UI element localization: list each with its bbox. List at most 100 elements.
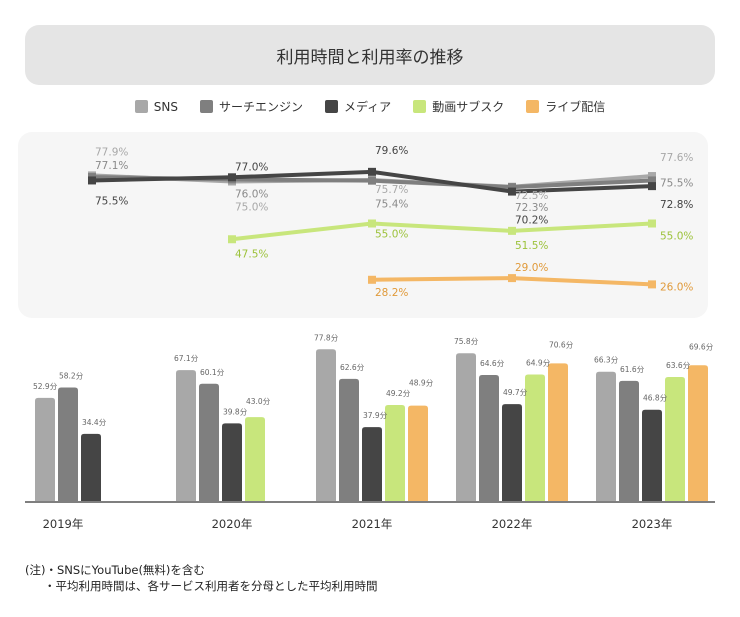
x-tick-label: 2019年 <box>43 517 84 531</box>
bar <box>619 380 639 501</box>
bar-data-label: 39.8分 <box>223 407 248 416</box>
line-data-label: 47.5% <box>235 248 268 260</box>
legend-item-live: ライブ配信 <box>526 98 605 115</box>
legend-swatch <box>526 100 540 113</box>
bar-data-label: 48.9分 <box>409 379 434 388</box>
legend-item-subscription: 動画サブスク <box>413 98 504 115</box>
bar-data-label: 77.8分 <box>314 333 339 342</box>
bar <box>199 383 219 501</box>
line-point <box>368 167 376 176</box>
line-data-label: 75.4% <box>375 199 408 211</box>
line-data-label: 70.2% <box>515 215 548 227</box>
bar-data-label: 69.6分 <box>689 342 714 351</box>
bar <box>81 433 101 501</box>
bar <box>176 370 196 501</box>
legend-label: SNS <box>153 99 178 114</box>
bar-data-label: 46.8分 <box>643 394 668 403</box>
line-point <box>368 219 376 228</box>
legend-item-sns: SNS <box>134 98 178 115</box>
x-tick-label: 2021年 <box>352 517 393 531</box>
bar-data-label: 61.6分 <box>620 365 645 374</box>
bar <box>58 387 78 501</box>
line-data-label: 72.5% <box>515 190 548 202</box>
line-data-label: 75.0% <box>235 202 268 214</box>
line-data-label: 29.0% <box>515 262 548 274</box>
bar <box>479 375 499 501</box>
bar <box>385 405 405 501</box>
bar <box>502 404 522 501</box>
bar-data-label: 62.6分 <box>340 363 365 372</box>
bar-data-label: 37.9分 <box>363 411 388 420</box>
bar-data-label: 49.2分 <box>386 389 411 398</box>
legend-label: ライブ配信 <box>545 100 606 114</box>
bar <box>35 397 55 501</box>
line-data-label: 72.8% <box>660 199 693 211</box>
line-data-label: 75.7% <box>375 184 408 196</box>
bar-data-label: 34.4分 <box>82 418 107 427</box>
line-data-label: 26.0% <box>660 281 693 293</box>
line-point <box>648 176 656 185</box>
line-data-label: 77.0% <box>235 161 268 173</box>
legend-swatch <box>413 100 427 113</box>
bar-data-label: 63.6分 <box>666 361 691 370</box>
line-data-label: 55.0% <box>375 229 408 241</box>
legend-item-search: サーチエンジン <box>200 98 303 115</box>
legend-label: サーチエンジン <box>219 100 304 114</box>
line-point <box>648 172 656 181</box>
bar-data-label: 64.6分 <box>480 359 505 368</box>
line-point <box>508 274 516 283</box>
legend-swatch <box>200 100 213 113</box>
line-series-3 <box>231 221 653 242</box>
line-point <box>228 173 236 182</box>
line-data-label: 72.3% <box>515 202 548 214</box>
line-point <box>228 235 236 244</box>
bar <box>665 376 685 501</box>
legend-label: 動画サブスク <box>432 100 505 114</box>
line-point <box>648 280 656 289</box>
legend: SNS サーチエンジン メディア 動画サブスク ライブ配信 <box>0 98 740 115</box>
line-data-label: 77.6% <box>660 152 693 164</box>
bar <box>316 349 336 501</box>
bar-data-label: 64.9分 <box>526 358 551 367</box>
bar <box>596 371 616 501</box>
line-data-label: 28.2% <box>375 287 408 299</box>
bar <box>688 365 708 501</box>
bar-data-label: 43.0分 <box>246 397 271 406</box>
bar-data-label: 52.9分 <box>33 382 58 391</box>
bar-data-label: 70.6分 <box>549 340 574 349</box>
note-1: (注)・SNSにYouTube(無料)を含む <box>25 563 205 577</box>
line-data-label: 75.5% <box>660 177 693 189</box>
chart-title: 利用時間と利用率の推移 <box>25 25 715 85</box>
bar <box>245 417 265 501</box>
bar <box>339 378 359 501</box>
bar <box>362 427 382 501</box>
line-data-label: 75.5% <box>95 195 128 207</box>
bar-data-label: 60.1分 <box>200 368 225 377</box>
legend-swatch <box>134 100 148 113</box>
line-point <box>508 226 516 235</box>
legend-item-media: メディア <box>325 98 391 115</box>
line-data-label: 77.9% <box>95 146 128 158</box>
x-tick-label: 2020年 <box>212 517 253 531</box>
line-data-label: 55.0% <box>660 231 693 243</box>
line-data-label: 76.0% <box>235 188 268 200</box>
bar-data-label: 66.3分 <box>594 356 619 365</box>
bar-data-label: 49.7分 <box>503 388 528 397</box>
bar-data-label: 58.2分 <box>59 372 84 381</box>
bar <box>525 374 545 501</box>
line-point <box>88 176 96 185</box>
line-point <box>648 219 656 228</box>
bar <box>456 353 476 501</box>
bar-data-label: 75.8分 <box>454 337 479 346</box>
bar <box>548 363 568 501</box>
bar <box>408 405 428 501</box>
line-point <box>508 183 516 192</box>
x-tick-label: 2023年 <box>632 517 673 531</box>
x-tick-label: 2022年 <box>492 517 533 531</box>
line-point <box>648 182 656 191</box>
legend-swatch <box>325 100 339 113</box>
line-point <box>368 275 376 284</box>
line-data-label: 77.1% <box>95 160 128 172</box>
